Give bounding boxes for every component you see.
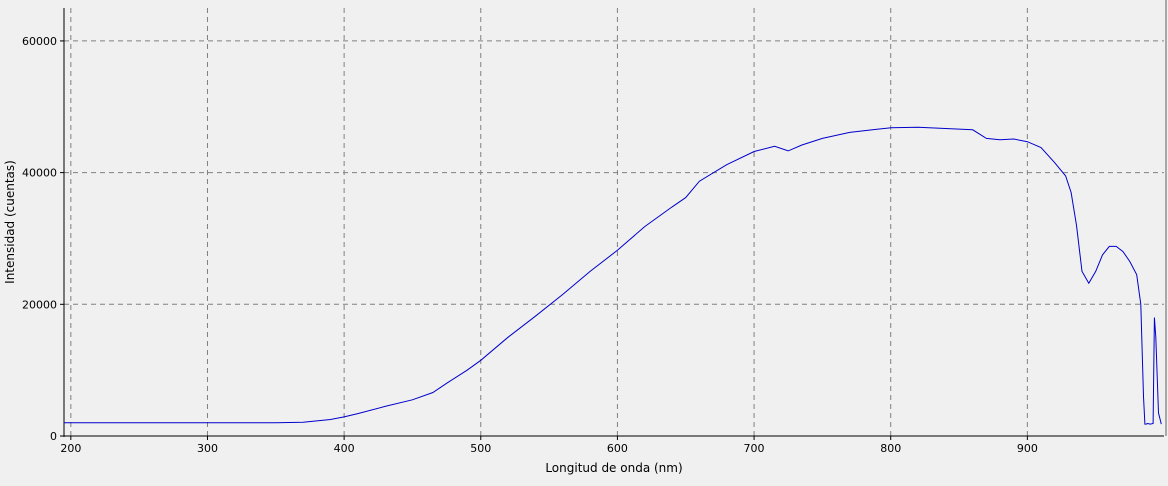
x-tick-label-200: 200 [60, 442, 81, 455]
y-tick-label-40000: 40000 [22, 167, 57, 180]
labels-layer: 200 300 400 500 600 700 800 900 0 20000 40000 60000 [22, 35, 1038, 455]
x-tick-label-600: 600 [607, 442, 628, 455]
y-tick-label-20000: 20000 [22, 298, 57, 311]
series-line-0 [64, 126, 1162, 425]
x-axis-title: Longitud de onda (nm) [545, 461, 682, 475]
y-axis-title: Intensidad (cuentas) [3, 160, 17, 284]
y-tick-label-0: 0 [50, 430, 57, 443]
x-tick-label-900: 900 [1017, 442, 1038, 455]
grid-layer [64, 8, 1164, 436]
x-tick-label-400: 400 [334, 442, 355, 455]
series-layer [64, 126, 1162, 425]
axes-layer [60, 0, 1167, 440]
y-tick-label-60000: 60000 [22, 35, 57, 48]
x-tick-label-300: 300 [197, 442, 218, 455]
x-tick-label-700: 700 [744, 442, 765, 455]
x-tick-label-500: 500 [470, 442, 491, 455]
x-tick-label-800: 800 [880, 442, 901, 455]
